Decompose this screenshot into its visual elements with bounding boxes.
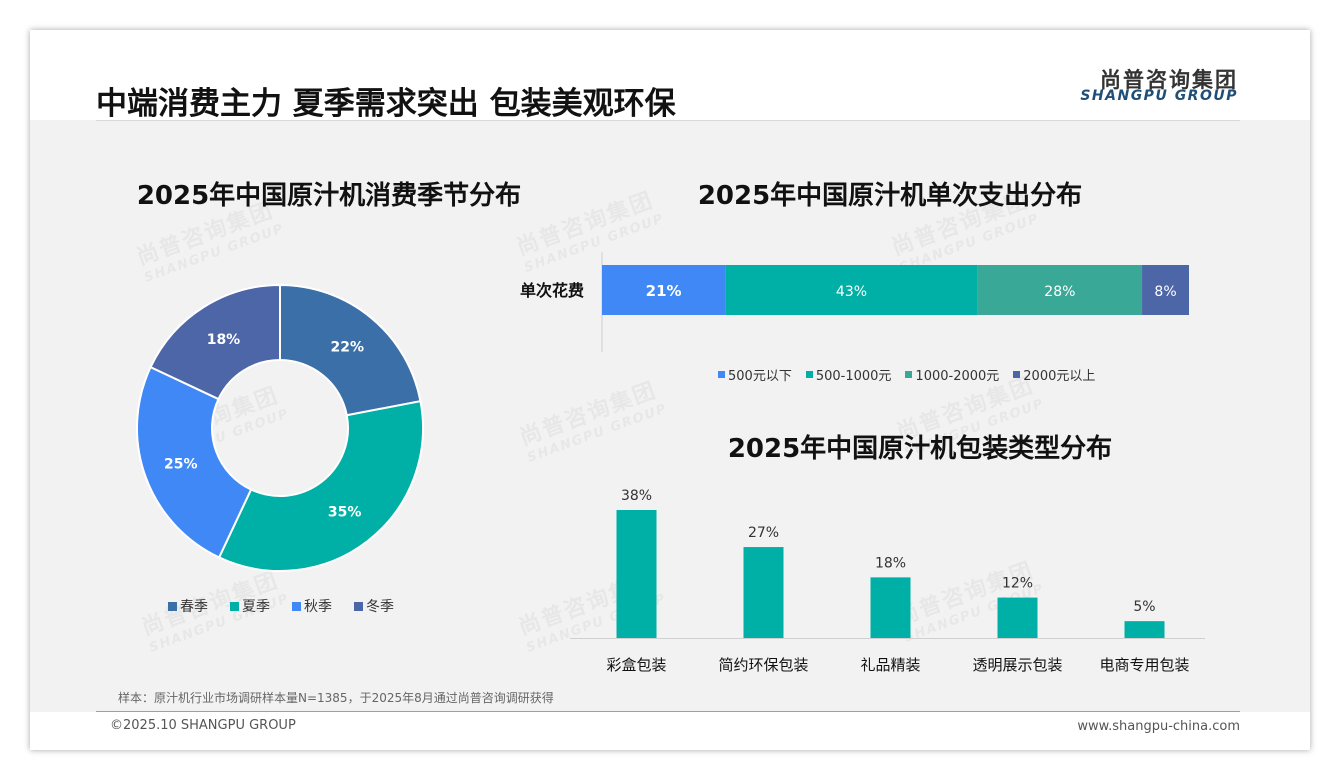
packaging-value-label: 38% (621, 488, 652, 504)
packaging-value-label: 27% (748, 525, 779, 541)
legend-swatch (718, 371, 725, 378)
packaging-chart-title: 2025年中国原汁机包装类型分布 (727, 434, 1113, 464)
logo-text-cn: 尚普咨询集团 (1100, 68, 1238, 92)
donut-slice (279, 283, 422, 417)
legend-item: 1000-2000元 (905, 365, 999, 384)
packaging-category-label: 彩盒包装 (606, 656, 666, 674)
legend-item: 秋季 (292, 596, 332, 616)
legend-label: 冬季 (366, 599, 394, 615)
packaging-value-label: 18% (875, 555, 906, 571)
spend-segment-label: 43% (836, 284, 867, 300)
packaging-category-label: 透明展示包装 (972, 656, 1062, 674)
packaging-category-label: 礼品精装 (860, 656, 920, 674)
legend-item: 冬季 (354, 596, 394, 616)
legend-label: 秋季 (304, 599, 332, 615)
spend-category-label: 单次花费 (520, 281, 584, 300)
spend-segment (602, 265, 726, 315)
copyright: ©2025.10 SHANGPU GROUP (110, 718, 296, 733)
spend-segment-label: 28% (1044, 284, 1075, 300)
website-link[interactable]: www.shangpu-china.com (1077, 719, 1240, 734)
legend-swatch (905, 371, 913, 378)
donut-slice-label: 25% (164, 457, 198, 473)
legend-item: 500元以下 (718, 365, 792, 384)
spend-legend: 500元以下 500-1000元 1000-2000元 2000元以上 (718, 365, 1109, 384)
donut-slice (217, 400, 424, 572)
packaging-bar (1124, 621, 1165, 638)
legend-label: 500-1000元 (815, 369, 892, 384)
spend-segment-label: 8% (1154, 284, 1176, 300)
spend-segment-label: 21% (646, 282, 682, 300)
spend-segment (725, 265, 978, 315)
legend-label: 夏季 (242, 599, 270, 615)
legend-label: 春季 (180, 599, 208, 615)
packaging-bar (997, 597, 1038, 638)
packaging-value-label: 12% (1002, 576, 1033, 592)
donut-slice-label: 18% (207, 332, 241, 348)
donut-chart-title: 2025年中国原汁机消费季节分布 (136, 181, 522, 211)
packaging-bar (616, 510, 657, 638)
packaging-bar-chart: 38% 彩盒包装 27% 简约环保包装 18% 礼品精装 12% 透明展示包装 5% 电商专用包装 (570, 488, 1205, 674)
packaging-category-label: 简约环保包装 (718, 656, 808, 674)
spend-chart-title: 2025年中国原汁机单次支出分布 (697, 181, 1083, 211)
spend-stacked-bar-chart: 单次花费 21% 43% 28% 8% (520, 252, 1189, 352)
legend-item: 春季 (168, 596, 208, 616)
legend-swatch (292, 601, 301, 611)
legend-label: 1000-2000元 (915, 369, 1000, 384)
packaging-bar (870, 577, 911, 638)
header-band (30, 30, 1310, 120)
donut-slice (149, 283, 281, 401)
logo-text-en: SHANGPU GROUP (1080, 88, 1238, 104)
packaging-category-label: 电商专用包装 (1099, 656, 1189, 674)
legend-swatch (168, 601, 177, 611)
legend-label: 2000元以上 (1023, 369, 1096, 384)
footer-divider (96, 711, 1240, 712)
legend-item: 2000元以上 (1013, 365, 1095, 384)
donut-slice-label: 22% (330, 340, 364, 356)
legend-label: 500元以下 (728, 369, 792, 384)
donut-slice-label: 35% (328, 504, 362, 520)
donut-legend: 春季 夏季 秋季 冬季 (168, 596, 416, 616)
spend-segment (977, 265, 1143, 315)
legend-swatch (354, 601, 363, 611)
legend-swatch (805, 371, 813, 378)
donut-slice (136, 365, 253, 559)
footer-band (30, 712, 1310, 750)
sample-note: 样本：原汁机行业市场调研样本量N=1385，于2025年8月通过尚普咨询调研获得 (118, 691, 554, 705)
title-divider (96, 120, 1240, 121)
packaging-bar (743, 547, 784, 638)
legend-swatch (230, 601, 239, 611)
page-title: 中端消费主力 夏季需求突出 包装美观环保 (96, 86, 676, 122)
legend-item: 夏季 (230, 596, 270, 616)
spend-segment (1142, 265, 1189, 315)
donut-chart: 22% 35% 25% 18% (136, 283, 424, 572)
legend-item: 500-1000元 (805, 365, 892, 384)
packaging-value-label: 5% (1133, 599, 1155, 615)
legend-swatch (1013, 371, 1021, 378)
